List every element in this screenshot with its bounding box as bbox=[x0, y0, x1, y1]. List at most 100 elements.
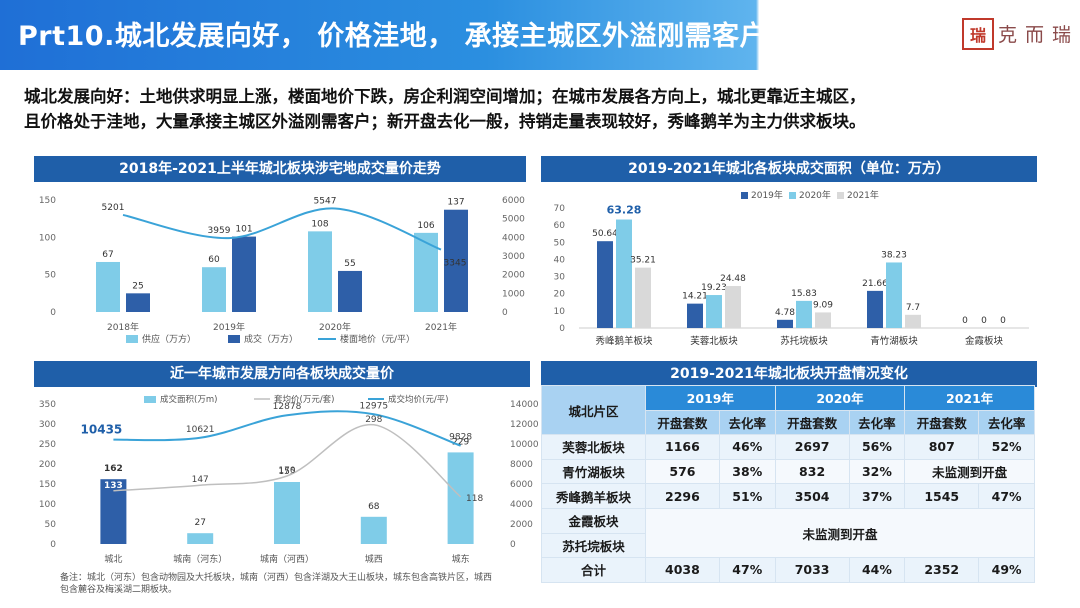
data-label: 55 bbox=[344, 259, 355, 269]
summary-text: 城北发展向好：土地供求明显上涨，楼面地价下跌，房企利润空间增加；在城市发展各方向… bbox=[24, 84, 1064, 134]
x-tick-label: 城南（河西） bbox=[260, 553, 314, 565]
table-row-name: 青竹湖板块 bbox=[541, 458, 646, 485]
table-row-name: 合计 bbox=[541, 557, 646, 583]
data-label: 0 bbox=[962, 316, 968, 326]
table-row-header: 城北片区 bbox=[541, 384, 646, 436]
bar bbox=[687, 303, 703, 328]
legend-label: 2021年 bbox=[847, 189, 879, 201]
y2-tick-label: 2000 bbox=[502, 271, 525, 281]
x-tick-label: 城南（河东） bbox=[173, 553, 227, 565]
bar bbox=[414, 232, 438, 312]
bar bbox=[886, 262, 902, 328]
table-cell: 807 bbox=[904, 434, 980, 460]
legend-label: 供应（万方） bbox=[142, 333, 196, 345]
data-label: 155 bbox=[278, 467, 295, 477]
y-tick-label: 10 bbox=[554, 307, 566, 317]
table-year-2019: 2019年 bbox=[645, 385, 776, 411]
legend-swatch bbox=[144, 396, 156, 403]
table-cell: 37% bbox=[848, 483, 906, 509]
y2-tick-label: 0 bbox=[502, 308, 508, 318]
legend-label: 2020年 bbox=[799, 189, 831, 201]
y-tick-label: 200 bbox=[39, 460, 56, 470]
data-label: 25 bbox=[132, 281, 143, 291]
bar bbox=[777, 319, 793, 328]
data-label: 9828 bbox=[449, 433, 472, 443]
table-cell: 49% bbox=[978, 557, 1035, 583]
x-tick-label: 金霞板块 bbox=[965, 335, 1004, 347]
y-tick-label: 250 bbox=[39, 440, 56, 450]
brand-logo-text: 克而瑞 bbox=[998, 24, 1080, 46]
legend-label: 2019年 bbox=[751, 189, 783, 201]
table-sub-header: 开盘套数 bbox=[904, 409, 980, 436]
table-sub-header: 去化率 bbox=[848, 409, 906, 436]
x-tick-label: 秀峰鹅羊板块 bbox=[595, 335, 653, 347]
bar bbox=[616, 219, 632, 328]
table-cell: 832 bbox=[774, 458, 850, 485]
table-merged-cell: 未监测到开盘 bbox=[645, 507, 1035, 559]
y-tick-label: 0 bbox=[50, 540, 56, 550]
legend-label: 成交面积(万m) bbox=[160, 394, 217, 405]
bar bbox=[444, 209, 468, 312]
bar bbox=[187, 533, 214, 544]
x-tick-label: 2020年 bbox=[319, 321, 351, 333]
table-cell: 2296 bbox=[645, 483, 720, 509]
data-label: 68 bbox=[368, 502, 380, 512]
brand-logo-mark: 瑞 bbox=[962, 18, 994, 50]
y2-tick-label: 1000 bbox=[502, 289, 525, 299]
y2-tick-label: 4000 bbox=[502, 233, 525, 243]
x-tick-label: 青竹湖板块 bbox=[870, 335, 918, 347]
y-tick-label: 50 bbox=[554, 238, 566, 248]
table-row: 苏托垸板块 bbox=[541, 532, 1035, 559]
bar bbox=[96, 261, 120, 312]
legend-label: 成交均价(元/平) bbox=[388, 394, 449, 405]
chart1-land-supply-transaction: 0 50 100 150 0 1000 2000 3000 4000 5000 6000 67 25 20… bbox=[39, 196, 525, 345]
y-tick-label: 50 bbox=[45, 520, 57, 530]
table-cell: 44% bbox=[848, 557, 906, 583]
table-cell: 51% bbox=[718, 483, 776, 509]
legend-swatch bbox=[126, 335, 138, 343]
x-tick-label: 芙蓉北板块 bbox=[690, 335, 738, 347]
data-label: 229 bbox=[452, 437, 469, 447]
y-tick-label: 60 bbox=[554, 221, 566, 231]
header-bar: Prt10.城北发展向好， 价格洼地， 承接主城区外溢刚需客户 瑞 克而瑞 bbox=[0, 0, 1080, 70]
table-title: 2019-2021年城北板块开盘情况变化 bbox=[541, 361, 1037, 387]
table-row-name: 金霞板块 bbox=[541, 507, 646, 534]
y-tick-label: 100 bbox=[39, 233, 56, 243]
x-tick-label: 城西 bbox=[365, 554, 383, 565]
data-label: 27 bbox=[194, 518, 205, 528]
table-year-2021: 2021年 bbox=[904, 385, 1035, 411]
y-tick-label: 300 bbox=[39, 420, 56, 430]
data-label: 106 bbox=[417, 221, 434, 231]
table-sub-header: 开盘套数 bbox=[645, 409, 720, 436]
chart2-title: 2019-2021年城北各板块成交面积（单位：万方） bbox=[541, 156, 1037, 182]
table-cell: 47% bbox=[718, 557, 776, 583]
data-label: 0 bbox=[1000, 316, 1006, 326]
table-cell: 7033 bbox=[774, 557, 850, 583]
chart2-plate-transaction-area: 0 10 20 30 40 50 60 70 50.64 63.28 35.21 秀峰鹅羊板块 14.2… bbox=[554, 189, 1029, 347]
data-label: 101 bbox=[235, 225, 252, 235]
data-label: 10435 bbox=[81, 423, 123, 437]
table-row: 金霞板块 未监测到开盘 bbox=[541, 507, 1035, 559]
series-line bbox=[113, 424, 462, 498]
x-tick-label: 2018年 bbox=[107, 321, 139, 333]
bar bbox=[274, 482, 300, 544]
data-label: 9.09 bbox=[813, 300, 833, 310]
data-label: 50.64 bbox=[592, 229, 618, 239]
y-tick-label: 20 bbox=[554, 290, 566, 300]
table-year-2020: 2020年 bbox=[774, 385, 906, 411]
table-row: 秀峰鹅羊板块 2296 51% 3504 37% 1545 47% bbox=[541, 483, 1035, 509]
series-line bbox=[122, 207, 442, 251]
y-tick-label: 70 bbox=[554, 204, 566, 214]
table-cell: 2697 bbox=[774, 434, 850, 460]
table-merged-cell: 未监测到开盘 bbox=[904, 458, 1035, 485]
bar bbox=[232, 236, 256, 312]
opening-table: 城北片区 2019年 2020年 2021年 开盘套数 去化率 开盘套数 去化率… bbox=[541, 384, 1035, 583]
chart3-title: 近一年城市发展方向各板块成交量价 bbox=[34, 361, 530, 387]
data-label: 63.28 bbox=[607, 204, 642, 217]
bar bbox=[447, 452, 474, 544]
legend-label: 楼面地价（元/平） bbox=[340, 333, 415, 345]
legend-label: 套均价(万元/套) bbox=[274, 394, 335, 405]
data-label: 133 bbox=[104, 481, 123, 491]
y2-tick-label: 10000 bbox=[510, 440, 539, 450]
y-tick-label: 50 bbox=[45, 271, 57, 281]
